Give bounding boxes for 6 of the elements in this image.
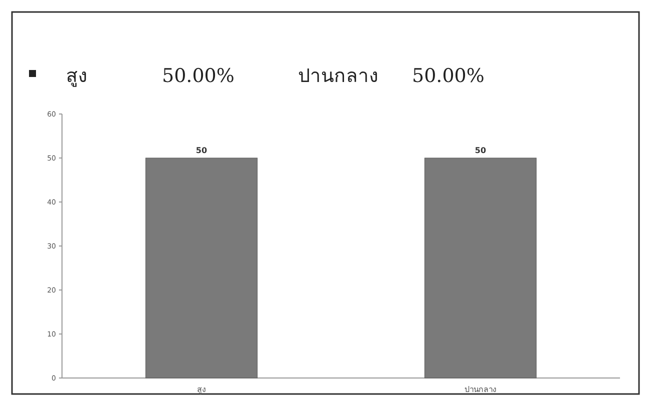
data-label: 50 [196, 146, 208, 155]
text: สูง [66, 65, 87, 87]
text: 50.00% [162, 65, 234, 87]
text: ปานกลาง [298, 65, 378, 87]
text: 50.00% [412, 65, 484, 87]
data-label: 50 [474, 146, 486, 155]
